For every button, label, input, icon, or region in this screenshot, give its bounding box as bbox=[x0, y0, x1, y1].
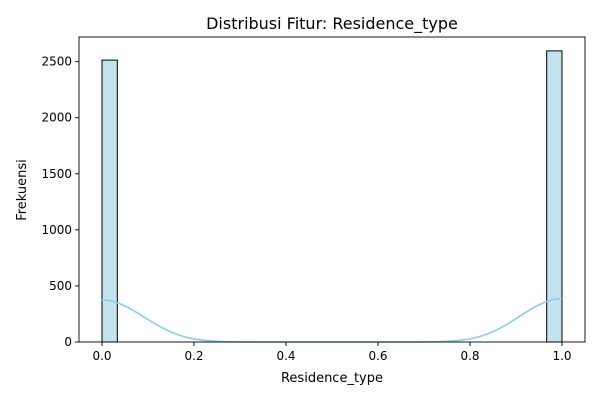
x-tick-label: 1.0 bbox=[552, 349, 571, 363]
kde-line bbox=[101, 297, 563, 343]
bars-layer bbox=[101, 50, 563, 343]
x-axis-label: Residence_type bbox=[281, 371, 383, 386]
axes-layer: 0.0 0.2 0.4 0.6 0.8 1.0 0 500 1000 1500 2000 2500 bbox=[41, 36, 586, 363]
y-tick-label: 2000 bbox=[41, 111, 72, 125]
y-tick-label: 2500 bbox=[41, 55, 72, 69]
x-tick-label: 0.4 bbox=[276, 349, 295, 363]
chart-title: Distribusi Fitur: Residence_type bbox=[206, 14, 458, 34]
y-tick-label: 1000 bbox=[41, 223, 72, 237]
x-tick-label: 0.0 bbox=[92, 349, 111, 363]
y-tick-label: 0 bbox=[64, 335, 72, 349]
plot-frame bbox=[78, 36, 586, 343]
x-tick-label: 0.6 bbox=[368, 349, 387, 363]
y-tick-label: 1500 bbox=[41, 167, 72, 181]
kde-layer bbox=[101, 297, 563, 343]
x-tick-label: 0.8 bbox=[460, 349, 479, 363]
y-axis-label: Frekuensi bbox=[15, 159, 30, 221]
x-tick-label: 0.2 bbox=[184, 349, 203, 363]
y-tick-label: 500 bbox=[49, 279, 72, 293]
